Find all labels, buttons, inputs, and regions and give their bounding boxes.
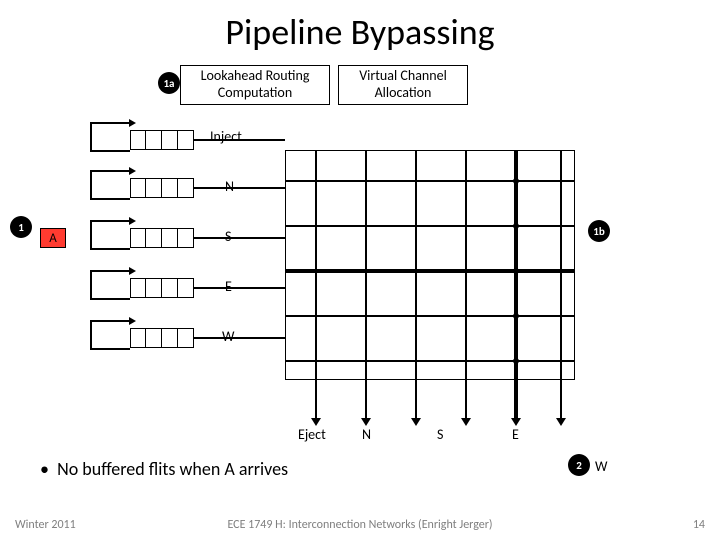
output-port-label: E xyxy=(512,426,519,443)
badge-1b: 1b xyxy=(588,220,610,242)
bullet-marker: • xyxy=(40,458,57,480)
port-label: N xyxy=(225,178,234,195)
stage-vc-allocation: Virtual Channel Allocation xyxy=(338,65,468,105)
flit-a: A xyxy=(40,228,66,248)
output-port-label: S xyxy=(437,426,443,443)
bullet-note: • No buffered flits when A arrives xyxy=(40,458,288,480)
bullet-text: No buffered flits when A arrives xyxy=(57,458,288,480)
buffer-row xyxy=(130,278,194,298)
page-title: Pipeline Bypassing xyxy=(0,10,720,54)
port-label: Inject xyxy=(210,128,242,145)
crossbar xyxy=(285,150,575,380)
output-port-label: N xyxy=(362,426,371,443)
port-label: W xyxy=(222,328,234,345)
slide-number: 14 xyxy=(693,518,705,532)
footer-course: ECE 1749 H: Interconnection Networks (En… xyxy=(0,518,720,532)
buffer-row xyxy=(130,130,194,150)
badge-1: 1 xyxy=(10,216,32,238)
port-label: E xyxy=(225,278,232,295)
badge-1a: 1a xyxy=(158,72,180,94)
buffer-row xyxy=(130,178,194,198)
stage-lookahead-routing: Lookahead Routing Computation xyxy=(180,65,330,105)
buffer-row xyxy=(130,228,194,248)
buffer-row xyxy=(130,328,194,348)
port-label: S xyxy=(225,228,231,245)
output-port-label: W xyxy=(595,458,607,475)
badge-2: 2 xyxy=(568,454,590,476)
output-port-label: Eject xyxy=(298,426,326,443)
